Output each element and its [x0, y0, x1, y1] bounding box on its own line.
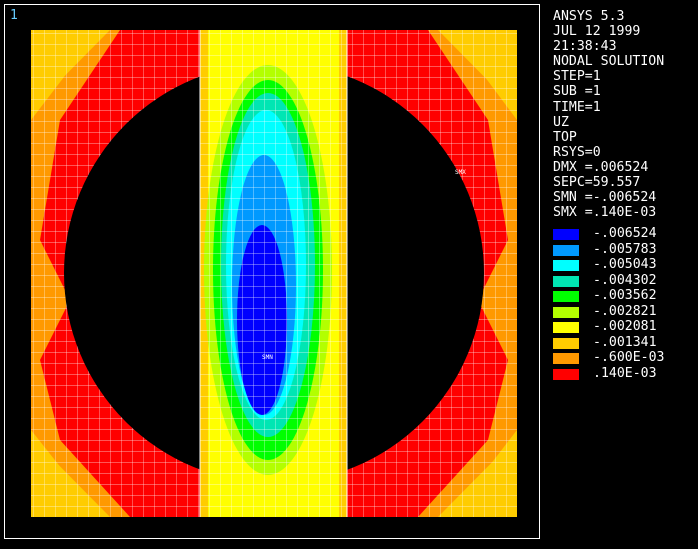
graphics-viewport[interactable] — [4, 4, 540, 539]
smx-value: SMX =.140E-03 — [553, 205, 657, 221]
program-name: ANSYS 5.3 — [553, 9, 625, 24]
smn-value: SMN =-.006524 — [553, 190, 657, 206]
plot-date: JUL 12 1999 — [553, 24, 641, 40]
legend-swatch — [553, 291, 579, 302]
legend-label: -.002081 — [593, 319, 657, 334]
legend-swatch — [553, 306, 579, 318]
sepc-value: SEPC=59.557 — [553, 175, 641, 191]
rsys-value: RSYS=0 — [553, 144, 601, 160]
component: UZ — [553, 114, 569, 130]
legend-label: -.006524 — [593, 226, 657, 241]
legend-swatch — [553, 229, 579, 240]
legend-swatch — [553, 353, 579, 364]
sub-value: SUB =1 — [553, 84, 601, 100]
legend-label: .140E-03 — [593, 365, 657, 381]
surface: TOP — [553, 129, 577, 145]
legend-label: -.005783 — [593, 241, 657, 257]
plot-time: 21:38:43 — [553, 39, 617, 55]
legend-swatch — [553, 337, 579, 349]
step-value: STEP=1 — [553, 69, 601, 85]
legend-swatch — [553, 322, 579, 333]
legend-swatch — [553, 275, 579, 287]
legend-label: -.001341 — [593, 334, 657, 350]
legend-label: -.600E-03 — [593, 350, 665, 365]
legend-label: -.004302 — [593, 272, 657, 288]
center-strip — [200, 30, 347, 517]
legend-label: -.002821 — [593, 303, 657, 319]
legend-label: -.003562 — [593, 288, 657, 303]
info-panel: ANSYS 5.3 JUL 12 1999 21:38:43 NODAL SOL… — [553, 9, 664, 220]
time-value: TIME=1 — [553, 99, 601, 115]
legend-label: -.005043 — [593, 257, 657, 272]
dmx-value: DMX =.006524 — [553, 159, 649, 175]
legend-swatch — [553, 244, 579, 256]
legend-swatch — [553, 368, 579, 380]
legend-swatch — [553, 260, 579, 271]
window-number: 1 — [10, 8, 18, 23]
min-marker: SMN — [262, 354, 273, 361]
solution-type: NODAL SOLUTION — [553, 54, 665, 70]
max-marker: SMX — [455, 169, 466, 176]
